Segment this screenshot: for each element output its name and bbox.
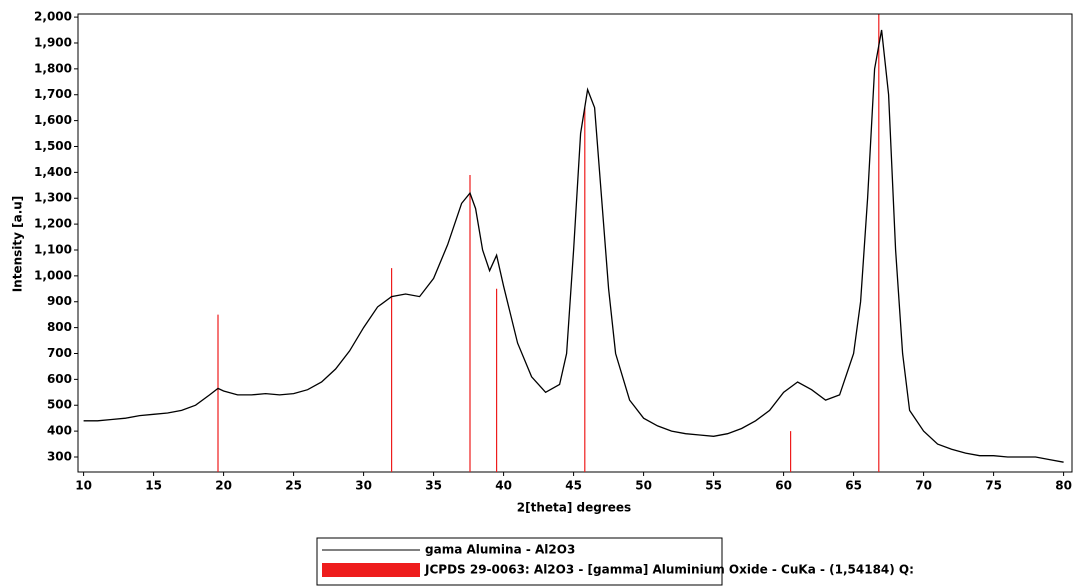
y-tick-label: 700 [47,346,72,360]
y-tick-label: 1,300 [34,191,72,205]
y-tick-label: 1,400 [34,165,72,179]
y-tick-label: 1,800 [34,61,72,75]
x-tick-label: 80 [1055,479,1072,493]
y-axis-label: Intensity [a.u] [11,196,25,293]
legend-box [316,537,723,586]
y-tick-label: 1,700 [34,87,72,101]
y-tick-label: 2,000 [34,10,72,24]
y-tick-label: 1,000 [34,268,72,282]
x-tick-label: 50 [635,479,652,493]
y-tick-label: 1,100 [34,242,72,256]
y-tick-label: 900 [47,294,72,308]
y-tick-label: 800 [47,320,72,334]
x-tick-label: 30 [355,479,372,493]
y-tick-label: 500 [47,398,72,412]
y-tick-label: 1,200 [34,217,72,231]
legend-label: gama Alumina - Al2O3 [425,543,575,557]
y-tick-label: 1,900 [34,35,72,49]
x-tick-label: 20 [215,479,232,493]
x-tick-label: 40 [495,479,512,493]
x-tick-label: 70 [915,479,932,493]
x-tick-label: 60 [775,479,792,493]
x-tick-label: 75 [985,479,1002,493]
y-tick-label: 300 [47,449,72,463]
x-tick-label: 15 [145,479,162,493]
x-axis-label: 2[theta] degrees [517,501,631,515]
y-tick-label: 400 [47,424,72,438]
y-tick-label: 1,600 [34,113,72,127]
x-tick-label: 65 [845,479,862,493]
legend-swatch [322,563,420,577]
y-tick-label: 600 [47,372,72,386]
x-tick-label: 25 [285,479,302,493]
x-tick-label: 55 [705,479,722,493]
y-tick-label: 1,500 [34,139,72,153]
data-line [83,29,1064,463]
plot-area [77,13,1073,473]
legend-label: JCPDS 29-0063: Al2O3 - [gamma] Aluminium… [424,563,914,577]
x-tick-label: 45 [565,479,582,493]
x-tick-label: 35 [425,479,442,493]
x-tick-label: 10 [75,479,92,493]
